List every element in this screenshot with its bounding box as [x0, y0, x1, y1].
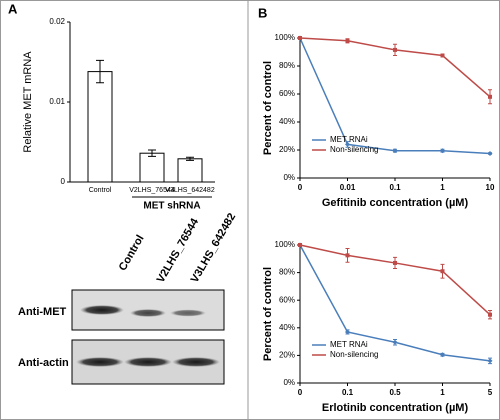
band — [172, 357, 220, 367]
blot: Control V2LHS_76544 V3LHS_642482 Anti-ME… — [18, 211, 238, 385]
legend-label: Non-silencing — [330, 145, 378, 154]
y-axis-label: Percent of control — [262, 61, 274, 155]
marker — [487, 151, 493, 156]
band — [80, 305, 124, 315]
y-tick-label: 60% — [279, 89, 295, 98]
y-tick-label: 20% — [279, 145, 295, 154]
marker — [440, 269, 445, 274]
marker — [440, 53, 445, 58]
panel-label: B — [258, 5, 267, 20]
group-label: MET shRNA — [143, 201, 200, 212]
x-tick-label: 5 — [488, 388, 493, 397]
error-bar — [148, 149, 156, 157]
legend-label: Non-silencing — [330, 350, 378, 359]
row-label: Anti-actin — [18, 357, 69, 369]
row-label: Anti-MET — [18, 306, 67, 318]
legend-label: MET RNAi — [330, 340, 368, 349]
x-tick-label: 0 — [298, 183, 303, 192]
x-tick-label: 1 — [440, 183, 445, 192]
y-tick-label: 0.01 — [49, 97, 65, 106]
marker — [345, 141, 350, 147]
bar — [139, 152, 165, 183]
y-tick-label: 100% — [275, 33, 295, 42]
x-tick-label: 1 — [440, 388, 445, 397]
y-tick-label: 20% — [279, 351, 295, 360]
y-tick-label: 80% — [279, 268, 295, 277]
y-tick-label: 0% — [283, 173, 295, 182]
y-tick-label: 80% — [279, 61, 295, 70]
marker — [393, 47, 397, 52]
x-tick-label: V2LHS_76544 — [129, 187, 175, 194]
x-axis-label: Erlotinib concentration (µM) — [322, 402, 469, 414]
y-tick-label: 40% — [279, 117, 295, 126]
y-tick-label: 0% — [283, 378, 295, 387]
panel-label: A — [8, 1, 18, 16]
y-tick-label: 0 — [61, 177, 66, 186]
error-bar — [186, 156, 194, 161]
marker — [488, 312, 492, 317]
marker — [392, 148, 398, 154]
y-tick-label: 60% — [279, 295, 295, 304]
marker — [440, 148, 445, 154]
x-tick-label: 10 — [486, 183, 495, 192]
marker — [393, 260, 397, 265]
band — [170, 309, 206, 317]
x-tick-label: 0.5 — [389, 388, 401, 397]
marker — [487, 358, 493, 364]
y-tick-label: 0.02 — [49, 17, 65, 26]
band — [76, 357, 124, 367]
y-tick-label: 100% — [275, 240, 295, 249]
marker — [488, 94, 492, 99]
x-axis-label: Gefitinib concentration (µM) — [322, 197, 469, 209]
lane-label: Control — [117, 233, 147, 273]
x-tick-label: V3LHS_642482 — [165, 187, 215, 194]
y-axis-label: Percent of control — [262, 267, 274, 361]
x-tick-label: 0 — [298, 388, 303, 397]
x-tick-label: 0.1 — [342, 388, 354, 397]
series-line — [299, 244, 491, 316]
band — [130, 309, 166, 317]
marker — [345, 329, 350, 335]
marker — [345, 253, 350, 258]
bar — [87, 71, 113, 183]
marker — [392, 339, 398, 345]
marker — [298, 243, 302, 247]
marker — [345, 38, 350, 43]
error-bar — [96, 59, 104, 84]
x-tick-label: 0.01 — [340, 183, 356, 192]
marker — [440, 352, 445, 358]
y-tick-label: 40% — [279, 323, 295, 332]
marker — [298, 36, 302, 40]
x-tick-label: 0.1 — [389, 183, 401, 192]
bar — [177, 158, 203, 183]
x-tick-label: Control — [89, 187, 112, 194]
band — [124, 357, 172, 367]
legend-label: MET RNAi — [330, 135, 368, 144]
y-axis-label: Relative MET mRNA — [22, 51, 34, 153]
